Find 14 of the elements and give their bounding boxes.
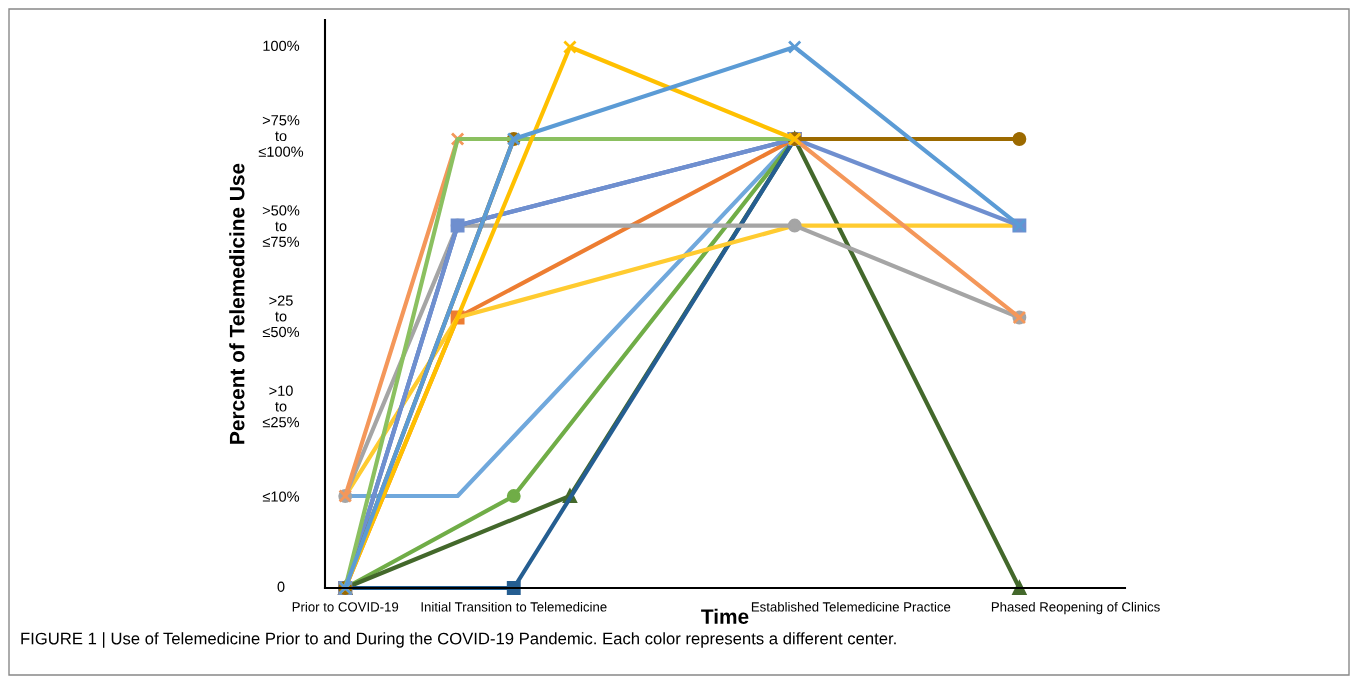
text: ≤10% bbox=[262, 491, 300, 502]
text: 100% bbox=[263, 40, 300, 51]
x-tick-label: Initial Transition to Telemedicine bbox=[421, 601, 607, 612]
x-axis-title: Time bbox=[701, 608, 749, 624]
text: >25 to ≤50% bbox=[262, 295, 300, 338]
x-tick-label: Phased Reopening of Clinics bbox=[991, 601, 1160, 615]
text: >75% to ≤100% bbox=[258, 115, 304, 157]
text: >50% to ≤75% bbox=[262, 205, 300, 247]
caption: FIGURE 1 | Use of Telemedicine Prior to and During the COVID-19 Pandemic. Each color represents a different center. bbox=[21, 632, 896, 648]
y-axis-title: Percent of Telemedicine Use bbox=[229, 163, 245, 444]
x-tick-label: Prior to COVID-19 bbox=[292, 601, 399, 612]
text: >10 to ≤25% bbox=[262, 385, 300, 428]
text: 0 bbox=[277, 581, 285, 592]
x-tick-label: Established Telemedicine Practice bbox=[751, 601, 951, 612]
